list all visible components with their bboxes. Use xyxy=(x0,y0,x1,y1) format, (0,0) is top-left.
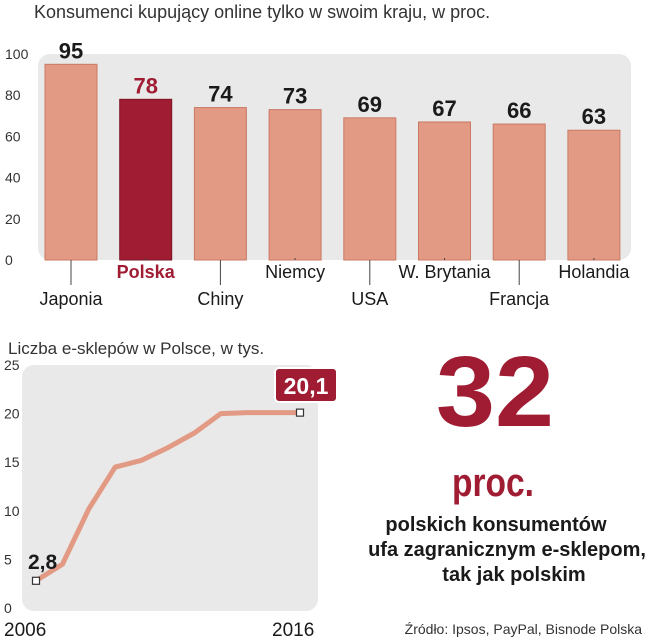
line-chart-panel xyxy=(22,365,318,611)
line-y-tick: 25 xyxy=(4,357,20,373)
line-end-point xyxy=(295,408,305,417)
stat-line-2: ufa zagranicznym e-sklepom, xyxy=(368,539,646,561)
bar-y-tick: 40 xyxy=(5,170,21,186)
bar-y-tick: 100 xyxy=(5,46,29,62)
category-label: Polska xyxy=(117,262,176,282)
category-label: Niemcy xyxy=(265,262,325,282)
category-label: Francja xyxy=(489,289,550,309)
line-end-label: 20,1 xyxy=(284,373,329,399)
line-y-tick: 0 xyxy=(4,600,12,616)
category-label: Japonia xyxy=(39,289,103,309)
bar xyxy=(44,63,98,261)
bar-value-label: 66 xyxy=(507,98,531,123)
line-x-tick-end: 2016 xyxy=(272,620,314,640)
stat-number: 32 xyxy=(436,336,554,448)
bar-y-tick: 60 xyxy=(5,128,21,144)
line-y-tick: 5 xyxy=(4,551,12,567)
category-label: Holandia xyxy=(558,262,630,282)
bar xyxy=(119,98,173,261)
bar-y-tick: 20 xyxy=(5,211,21,227)
bar xyxy=(567,129,621,261)
bar-value-label: 63 xyxy=(582,104,606,129)
stat-unit: proc. xyxy=(452,461,534,505)
bar-value-label: 95 xyxy=(59,38,83,63)
bar xyxy=(492,123,546,261)
bar-value-label: 69 xyxy=(358,92,382,117)
bar-y-tick: 80 xyxy=(5,87,21,103)
bar xyxy=(193,107,247,261)
line-x-tick-start: 2006 xyxy=(4,620,46,640)
bar-value-label: 78 xyxy=(133,73,157,98)
line-y-tick: 15 xyxy=(4,454,20,470)
bar-value-label: 74 xyxy=(208,82,233,107)
category-label: W. Brytania xyxy=(398,262,491,282)
line-end-label-box xyxy=(274,367,338,403)
bar-value-label: 73 xyxy=(283,84,307,109)
bar-y-tick: 0 xyxy=(5,252,13,268)
stat-line-1: polskich konsumentów xyxy=(385,514,607,536)
bar-chart-panel xyxy=(38,54,631,260)
line-y-tick: 20 xyxy=(4,406,20,422)
bar xyxy=(268,109,322,261)
line-start-label: 2,8 xyxy=(28,551,58,574)
line-series xyxy=(33,410,303,584)
line-start-point xyxy=(31,576,41,585)
bar xyxy=(418,121,471,261)
bar-chart-title: Konsumenci kupujący online tylko w swoim… xyxy=(34,2,490,22)
bar xyxy=(343,117,397,261)
line-y-tick: 10 xyxy=(4,503,20,519)
stat-line-3: tak jak polskim xyxy=(442,564,585,586)
category-label: Chiny xyxy=(197,289,243,309)
line-chart-title: Liczba e-sklepów w Polsce, w tys. xyxy=(8,339,264,358)
bar-value-label: 67 xyxy=(432,96,456,121)
source-note: Źródło: Ipsos, PayPal, Bisnode Polska xyxy=(405,621,643,637)
category-label: USA xyxy=(351,289,388,309)
